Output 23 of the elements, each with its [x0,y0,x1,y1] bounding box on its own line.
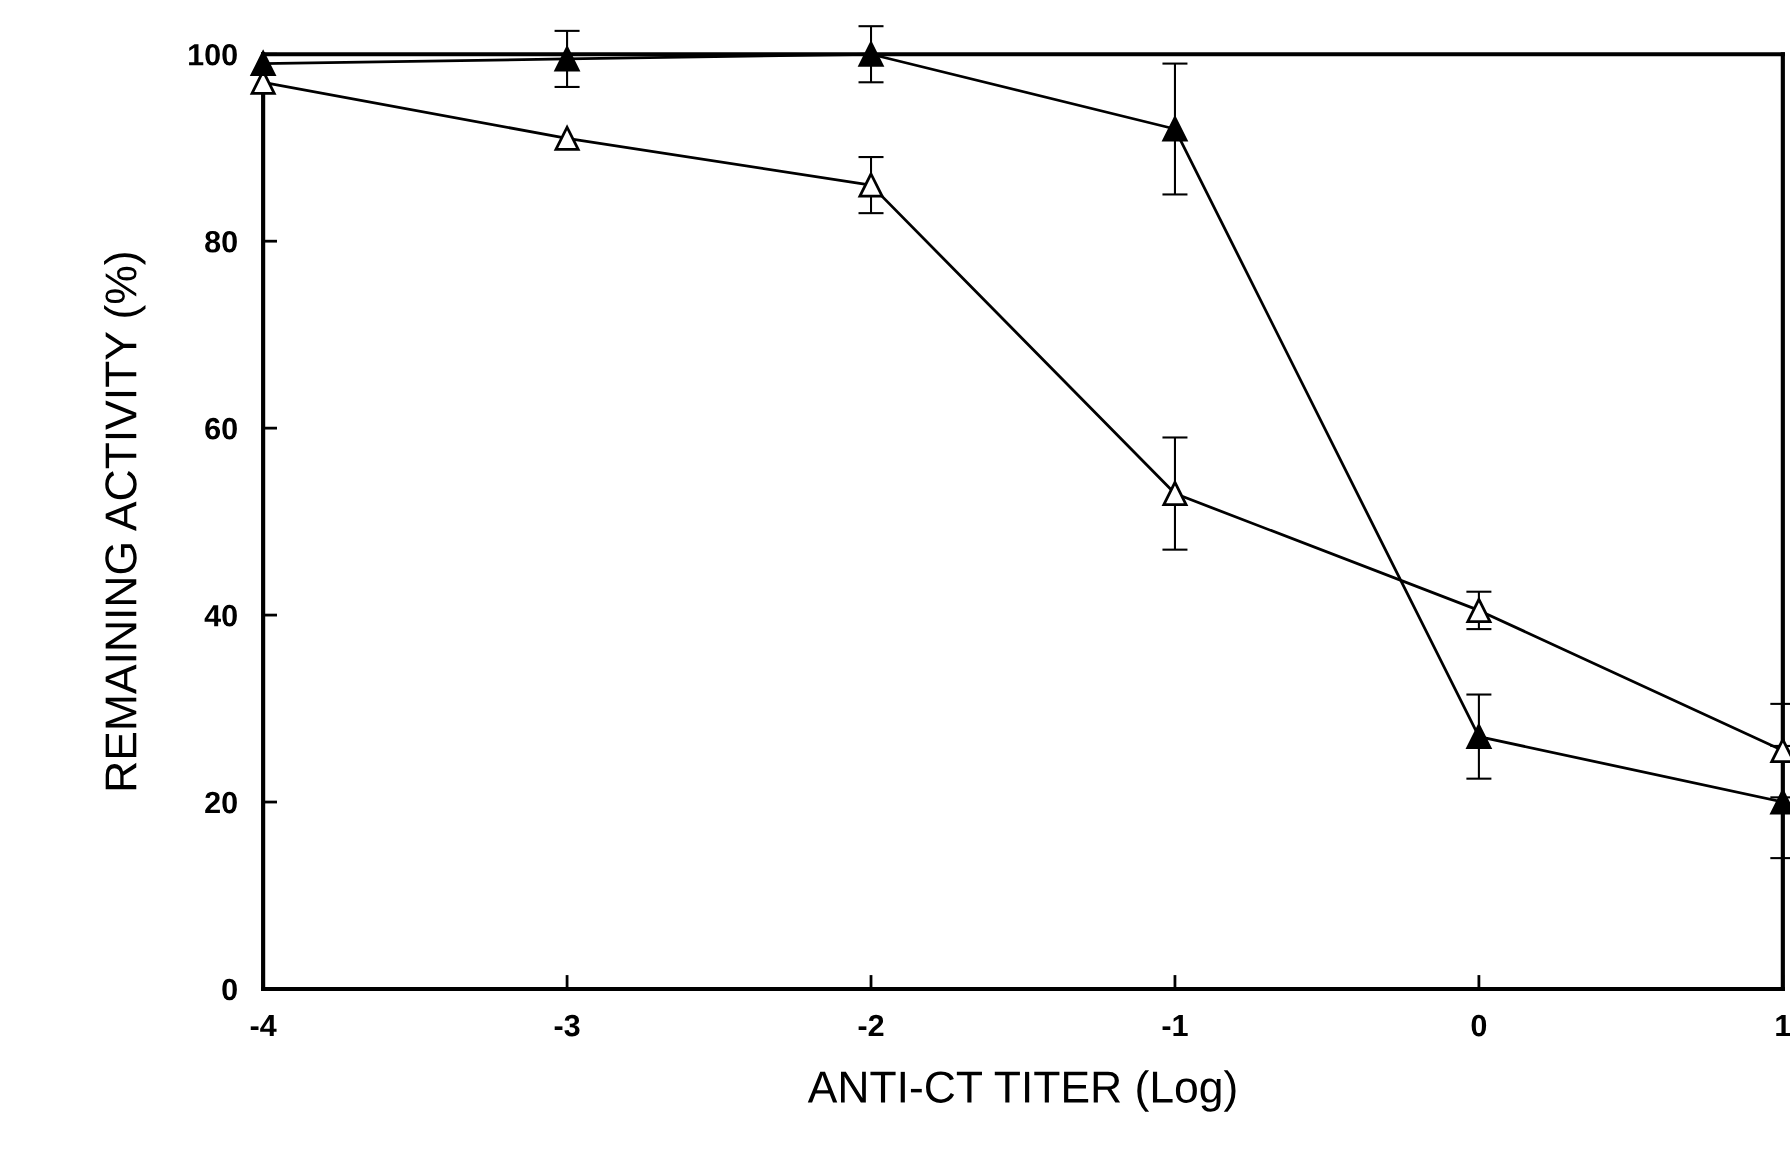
y-tick-label: 60 [205,417,237,440]
y-tick-label: 20 [205,791,237,814]
point [250,51,276,77]
y-tick-label: 40 [204,604,237,627]
x-tick-label: -3 [554,1014,580,1037]
point [1162,481,1188,507]
point [858,41,884,67]
x-tick-label: 0 [1471,1014,1487,1037]
x-tick-label: 1 [1776,1015,1790,1037]
point [1466,597,1492,623]
y-tick-label: 100 [189,43,237,66]
point [858,172,884,198]
x-axis-title: ANTI-CT TITER (Log) [807,1070,1236,1112]
x-tick-label: -1 [1162,1015,1188,1037]
y-tick-label: 80 [205,230,237,253]
point [554,125,580,151]
y-axis-title: REMAINING ACTIVITY (%) [104,253,146,790]
x-tick-label: -4 [250,1015,277,1037]
point [1466,724,1492,750]
point [554,46,580,72]
point [1162,116,1188,142]
y-tick-label: 0 [222,978,237,1001]
x-tick-label: -2 [858,1014,884,1037]
